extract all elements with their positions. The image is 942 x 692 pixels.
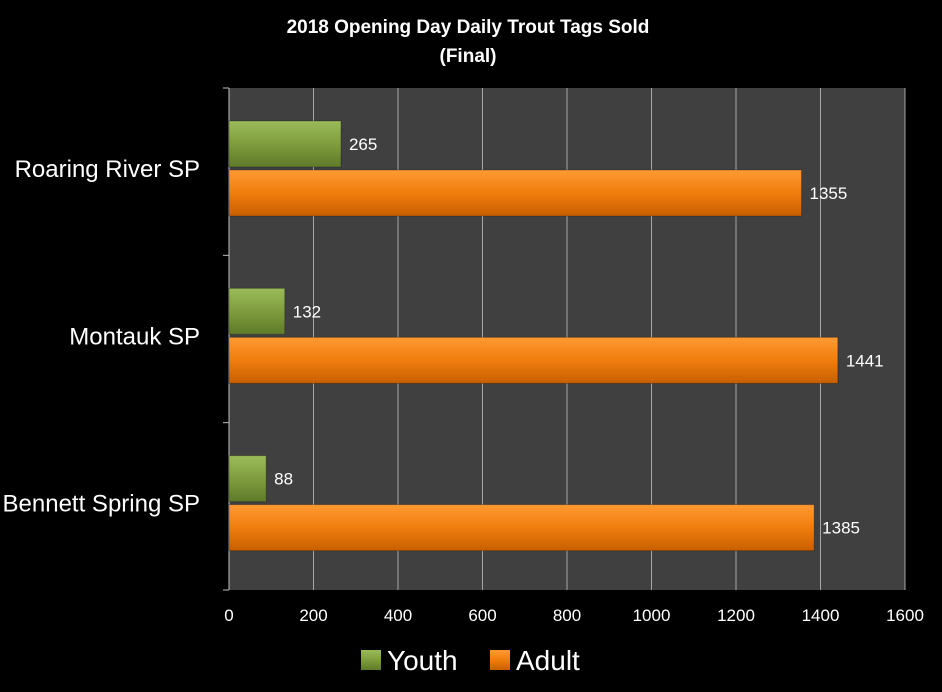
data-label: 1355 [809, 184, 847, 203]
legend-swatch-youth [361, 650, 381, 670]
bar-youth [228, 455, 267, 503]
category-label: Roaring River SP [15, 156, 200, 183]
labels: 0 200 400 600 800 1000 1200 1400 1600 Roaring Riv… [3, 135, 924, 625]
chart-subtitle: (Final) [440, 46, 497, 67]
legend-swatch-adult [490, 650, 510, 670]
data-label: 265 [349, 135, 377, 154]
x-tick-label: 0 [224, 606, 233, 625]
legend-label-adult: Adult [516, 645, 580, 676]
x-tick-label: 800 [553, 606, 581, 625]
x-tick-label: 400 [384, 606, 412, 625]
x-tick-label: 200 [299, 606, 327, 625]
x-tick-label: 600 [468, 606, 496, 625]
x-tick-label: 1600 [886, 606, 924, 625]
x-tick-label: 1000 [633, 606, 671, 625]
bar-adult [228, 336, 839, 384]
chart-title: 2018 Opening Day Daily Trout Tags Sold [287, 17, 650, 38]
category-label: Montauk SP [69, 323, 200, 350]
bars [228, 120, 839, 552]
bar-adult [228, 504, 815, 552]
legend: Youth Adult [361, 645, 580, 676]
category-label: Bennett Spring SP [3, 491, 200, 518]
bar-adult [228, 169, 802, 217]
data-label: 1441 [846, 351, 884, 370]
axes [223, 87, 230, 591]
data-label: 88 [274, 470, 293, 489]
x-tick-label: 1400 [802, 606, 840, 625]
data-label: 132 [293, 302, 321, 321]
data-label: 1385 [822, 519, 860, 538]
x-tick-label: 1200 [717, 606, 755, 625]
bar-youth [228, 287, 286, 335]
bar-youth [228, 120, 342, 168]
legend-label-youth: Youth [387, 645, 458, 676]
